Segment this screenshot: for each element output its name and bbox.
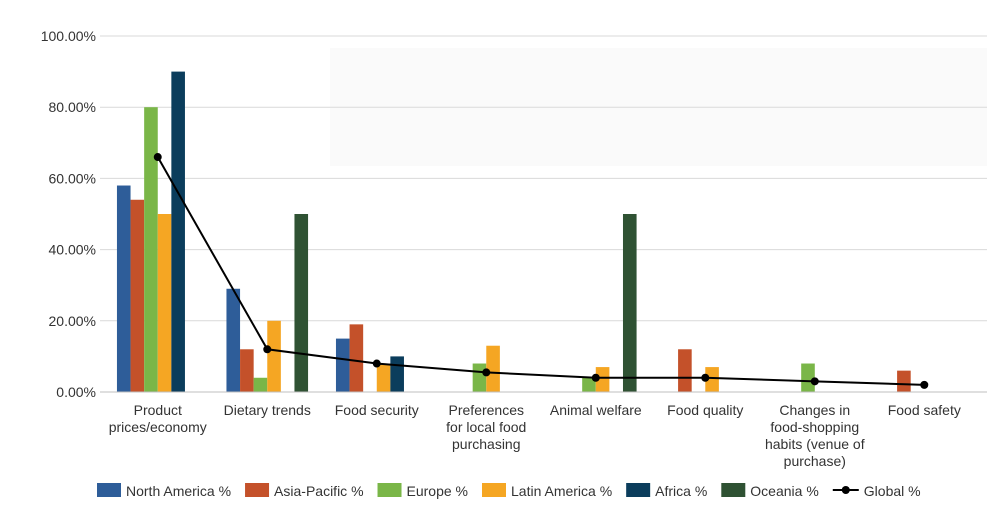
x-tick-label: Product prices/economy <box>109 402 207 435</box>
y-axis-ticks: 0.00% 20.00% 40.00% 60.00% 80.00% 100.00% <box>41 28 96 400</box>
y-tick-label: 0.00% <box>56 384 96 400</box>
x-axis-labels: Product prices/economy Dietary trends Food … <box>109 402 961 469</box>
legend-label: Africa % <box>655 483 707 499</box>
legend-item: Asia-Pacific % <box>245 483 364 499</box>
bar <box>226 288 241 392</box>
global-line-series <box>153 153 929 389</box>
x-tick-label: Changes in food-shopping habits (venue of p… <box>765 402 865 469</box>
bar <box>705 367 719 392</box>
bar <box>240 349 254 392</box>
legend-swatch <box>721 483 746 497</box>
x-tick-label: Food safety <box>888 402 961 418</box>
bar <box>801 363 815 392</box>
bar <box>253 377 268 392</box>
bar <box>171 71 185 392</box>
global-point <box>920 380 929 389</box>
legend-item: Global % <box>832 483 921 499</box>
legend-label: Latin America % <box>511 483 612 499</box>
bar <box>116 185 131 392</box>
legend-label: Asia-Pacific % <box>274 483 363 499</box>
legend-item: Africa % <box>626 483 707 499</box>
global-point <box>482 368 491 377</box>
global-point <box>810 377 819 386</box>
global-line <box>156 156 925 386</box>
bar <box>472 363 487 392</box>
bars <box>116 71 911 392</box>
y-tick-label: 40.00% <box>49 242 96 258</box>
y-tick-label: 20.00% <box>49 313 96 329</box>
gridlines <box>100 35 987 322</box>
bar <box>349 324 364 392</box>
bar <box>595 367 610 392</box>
legend-swatch <box>377 483 402 497</box>
bar <box>144 107 158 392</box>
global-point <box>153 153 162 162</box>
bar <box>390 356 404 392</box>
global-point <box>263 345 272 354</box>
bar <box>130 199 145 392</box>
global-point <box>701 373 710 382</box>
bar <box>486 345 500 392</box>
legend-item: Oceania % <box>721 483 819 499</box>
y-tick-label: 60.00% <box>49 170 96 186</box>
x-tick-label: Animal welfare <box>550 402 642 418</box>
legend-swatch <box>482 483 506 497</box>
legend-label: North America % <box>126 483 231 499</box>
bar <box>267 320 281 392</box>
bar <box>622 214 637 392</box>
bar <box>294 214 309 392</box>
legend-item: Europe % <box>377 483 468 499</box>
legend-swatch <box>626 483 651 497</box>
x-tick-label: Food security <box>335 402 419 418</box>
y-tick-label: 100.00% <box>41 28 96 44</box>
legend-swatch <box>245 483 270 497</box>
bar <box>897 370 911 392</box>
global-point <box>591 373 600 382</box>
bar <box>376 363 391 392</box>
bar <box>335 338 350 392</box>
legend-item: North America % <box>97 483 231 499</box>
legend-item: Latin America % <box>482 483 612 499</box>
bar <box>582 377 596 392</box>
global-point <box>372 359 381 368</box>
x-tick-label: Dietary trends <box>224 402 311 418</box>
y-tick-label: 80.00% <box>49 99 96 115</box>
bar <box>678 349 692 392</box>
legend: North America % Asia-Pacific % Europe % Lat… <box>97 483 921 499</box>
legend-label: Europe % <box>407 483 468 499</box>
bar <box>157 214 172 392</box>
legend-swatch <box>97 483 121 497</box>
legend-swatch-marker <box>841 486 850 494</box>
legend-label: Global % <box>864 483 921 499</box>
x-tick-label: Preferences for local food purchasing <box>446 402 526 452</box>
legend-label: Oceania % <box>750 483 818 499</box>
x-tick-label: Food quality <box>667 402 743 418</box>
